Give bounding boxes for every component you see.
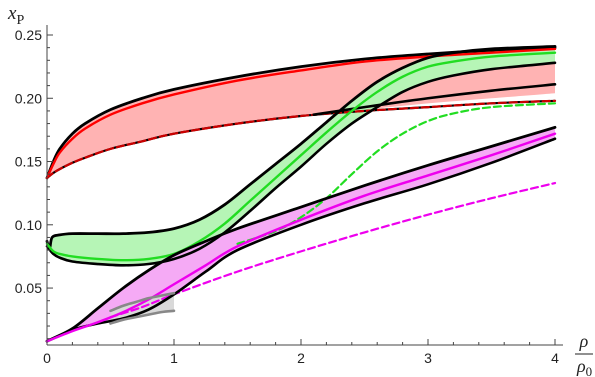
red-central-line <box>45 47 557 180</box>
y-axis-title: xP <box>7 3 24 28</box>
red-dashed-line <box>45 99 557 180</box>
y-tick-label: 0.10 <box>15 217 42 233</box>
green-central-line <box>45 51 557 262</box>
ticks: 0 1 2 3 4 0.05 0.10 0.15 0.20 0.25 <box>15 27 559 366</box>
y-tick-label: 0.15 <box>15 154 42 170</box>
plot-lines <box>45 44 557 343</box>
x-tick-label: 0 <box>43 350 51 366</box>
magenta-upper-bound-line <box>45 125 557 343</box>
x-tick-label: 3 <box>424 350 432 366</box>
x-tick-label: 2 <box>297 350 305 366</box>
plot-bands <box>47 46 555 342</box>
red-upper-bound-line <box>45 46 557 180</box>
magenta-central-line <box>45 132 557 343</box>
x-axis-title: ρ ρ0 <box>575 331 593 377</box>
y-tick-label: 0.05 <box>15 280 42 296</box>
gray-upper-bound-line <box>109 291 176 313</box>
x-axis-title-den-base: ρ <box>576 356 586 376</box>
axes <box>46 25 563 346</box>
magenta-band-fill <box>47 127 555 342</box>
x-tick-label: 4 <box>551 350 559 366</box>
y-axis-title-base: x <box>7 3 17 24</box>
y-tick-label: 0.20 <box>15 90 42 106</box>
green-lower-bound-line <box>45 61 557 267</box>
green-upper-bound-line <box>45 44 557 251</box>
red-secondary-bound-line <box>312 83 557 117</box>
x-axis-title-denominator: ρ0 <box>576 356 592 377</box>
gray-lower-bound-line <box>109 309 176 325</box>
y-axis-title-sub: P <box>16 13 24 28</box>
x-axis-title-numerator: ρ <box>579 331 589 351</box>
x-tick-label: 1 <box>170 350 178 366</box>
magenta-dashed-line <box>109 181 557 319</box>
y-tick-label: 0.25 <box>15 27 42 43</box>
x-axis-title-den-sub: 0 <box>586 364 593 377</box>
